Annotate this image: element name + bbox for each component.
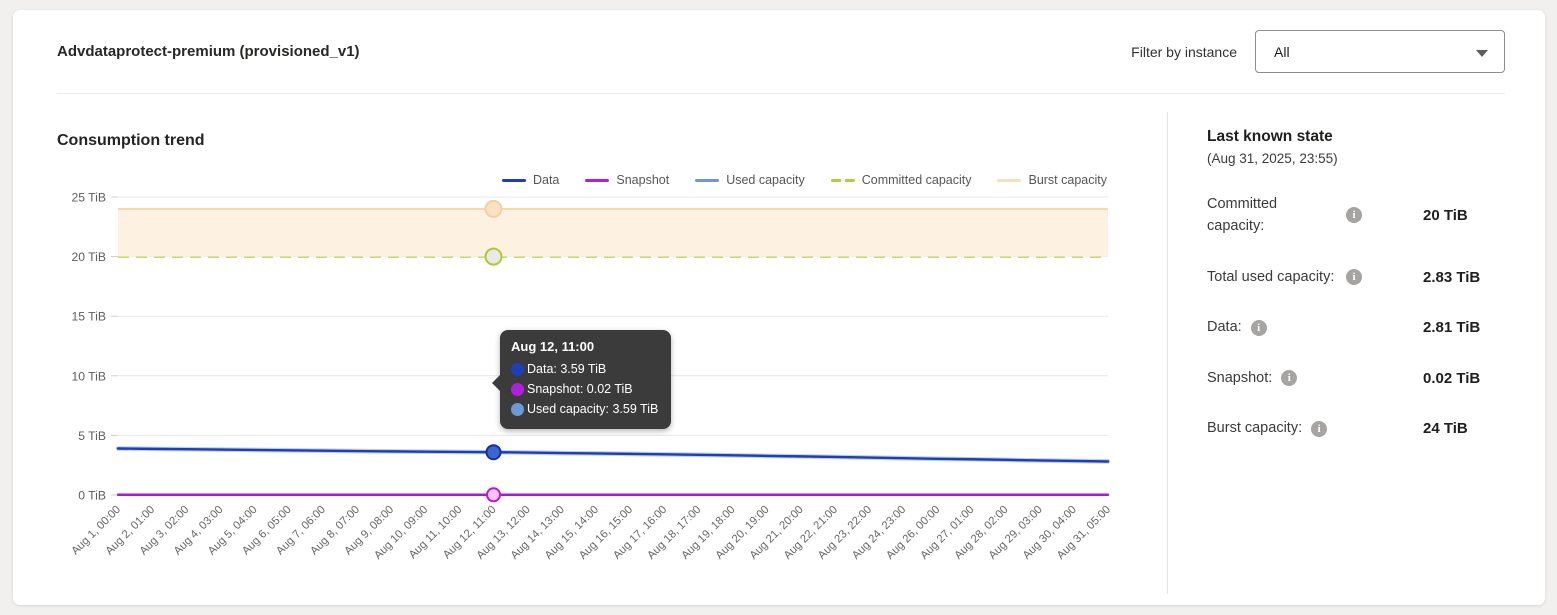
stat-row-committed-capacity: Committed capacity: i 20 TiB (1207, 193, 1505, 238)
legend-label: Used capacity (726, 173, 805, 187)
svg-text:20 TiB: 20 TiB (71, 250, 106, 264)
legend-label: Snapshot (616, 173, 670, 187)
tooltip-row-text: Data: 3.59 TiB (527, 362, 607, 376)
legend-swatch-data (501, 178, 526, 182)
page-title: Advdataprotect-premium (provisioned_v1) (57, 43, 360, 60)
legend-label: Burst capacity (1028, 173, 1107, 187)
tooltip-row-data: Data: 3.59 TiB (511, 359, 658, 379)
panel-timestamp: (Aug 31, 2025, 23:55) (1207, 151, 1338, 166)
chart-legend: Data Snapshot Used capacity Committed ca… (57, 173, 1107, 187)
panel-title: Last known state (1207, 128, 1333, 145)
stat-row-data: Data: i 2.81 TiB (1207, 316, 1505, 338)
consumption-card: Advdataprotect-premium (provisioned_v1) … (13, 10, 1545, 605)
stat-value: 20 TiB (1423, 206, 1468, 224)
card-header: Advdataprotect-premium (provisioned_v1) … (57, 10, 1505, 93)
svg-text:0 TiB: 0 TiB (78, 489, 106, 503)
info-icon[interactable]: i (1311, 420, 1328, 437)
header-divider (57, 93, 1505, 94)
chart-tooltip: Aug 12, 11:00 Data: 3.59 TiB Snapshot: 0… (491, 330, 672, 429)
stat-label: Burst capacity: (1207, 420, 1303, 437)
legend-swatch-snapshot (585, 178, 610, 182)
vertical-divider (1167, 112, 1168, 594)
info-icon[interactable]: i (1281, 370, 1298, 387)
stat-label: Snapshot: (1207, 369, 1273, 386)
legend-label: Committed capacity (861, 173, 972, 187)
stat-row-total-used-capacity: Total used capacity: i 2.83 TiB (1207, 266, 1505, 288)
consumption-trend-chart[interactable]: 0 TiB 5 TiB 10 TiB 15 TiB 20 TiB 25 TiB Aug 1,… (57, 190, 1113, 590)
tooltip-title: Aug 12, 11:00 (511, 339, 595, 354)
stat-label: Data: (1207, 319, 1242, 336)
filter-group: Filter by instance All (1131, 30, 1505, 73)
legend-item-snapshot[interactable]: Snapshot (585, 173, 669, 187)
tooltip-row-text: Snapshot: 0.02 TiB (527, 382, 633, 396)
stat-row-snapshot: Snapshot: i 0.02 TiB (1207, 367, 1505, 389)
data-series-dot-icon (511, 362, 524, 376)
svg-text:15 TiB: 15 TiB (71, 310, 106, 324)
svg-text:10 TiB: 10 TiB (71, 369, 106, 383)
legend-label: Data (532, 173, 560, 187)
last-known-state-panel: Last known state (Aug 31, 2025, 23:55) C… (1207, 128, 1505, 468)
instance-filter-value: All (1274, 43, 1290, 60)
stat-value: 0.02 TiB (1423, 369, 1481, 387)
tooltip-row-snapshot: Snapshot: 0.02 TiB (511, 379, 658, 399)
tooltip-row-text: Used capacity: 3.59 TiB (527, 402, 659, 416)
filter-label: Filter by instance (1131, 43, 1237, 60)
used-capacity-series-dot-icon (511, 402, 524, 416)
legend-item-burst-capacity[interactable]: Burst capacity (997, 173, 1107, 187)
tooltip-row-used-capacity: Used capacity: 3.59 TiB (511, 399, 658, 419)
stat-value: 2.81 TiB (1423, 319, 1481, 337)
info-icon[interactable]: i (1250, 319, 1267, 336)
legend-item-committed-capacity[interactable]: Committed capacity (830, 173, 972, 187)
stat-row-burst-capacity: Burst capacity: i 24 TiB (1207, 417, 1505, 439)
stat-value: 24 TiB (1423, 420, 1468, 438)
legend-item-data[interactable]: Data (501, 173, 560, 187)
legend-swatch-burst-capacity (997, 178, 1022, 182)
instance-filter-dropdown[interactable]: All (1255, 30, 1505, 73)
snapshot-series-dot-icon (511, 382, 524, 396)
stat-value: 2.83 TiB (1423, 268, 1481, 286)
chart-section-title: Consumption trend (57, 132, 205, 149)
info-icon[interactable]: i (1346, 207, 1362, 224)
legend-item-used-capacity[interactable]: Used capacity (695, 173, 805, 187)
chevron-down-icon (1476, 50, 1488, 57)
info-icon[interactable]: i (1346, 269, 1362, 286)
svg-text:25 TiB: 25 TiB (71, 191, 106, 205)
svg-text:5 TiB: 5 TiB (78, 429, 106, 443)
stat-label: Committed capacity: (1207, 196, 1278, 235)
legend-swatch-committed-capacity (830, 178, 855, 182)
legend-swatch-used-capacity (695, 178, 720, 182)
stat-label: Total used capacity: (1207, 268, 1335, 285)
